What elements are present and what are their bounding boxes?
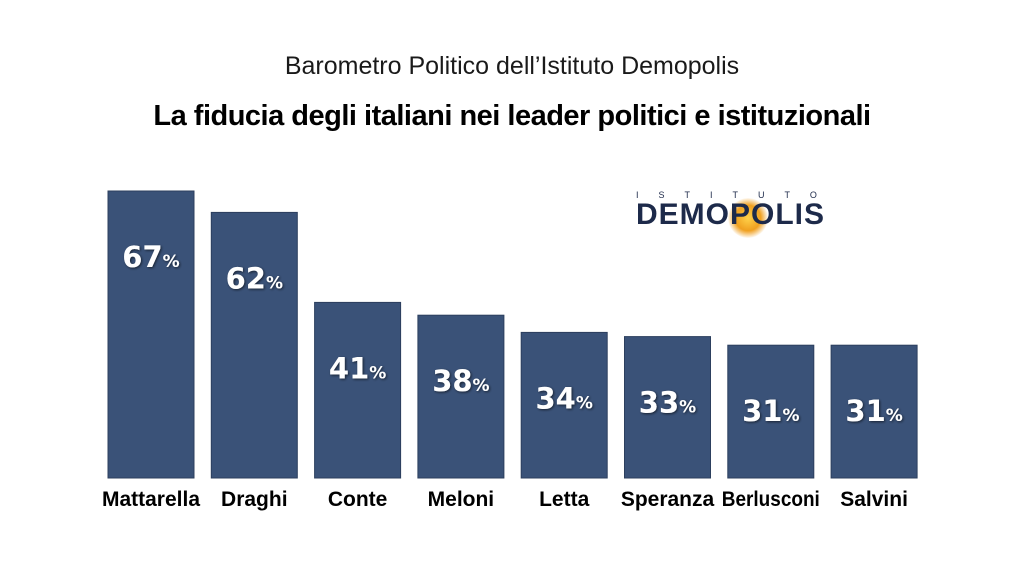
chart-subtitle: Barometro Politico dell’Istituto Demopol… — [284, 52, 740, 80]
bar-conte — [314, 301, 402, 479]
data-label-conte: 41% — [329, 351, 386, 385]
category-label-draghi: Draghi — [221, 488, 288, 511]
bar-mattarella — [107, 190, 195, 479]
bar-letta — [520, 331, 608, 479]
data-label-letta: 34% — [535, 381, 592, 415]
bar-speranza — [624, 336, 711, 479]
category-label-meloni: Meloni — [428, 488, 495, 511]
bar-berlusconi — [727, 344, 815, 479]
data-label-draghi: 62% — [226, 261, 283, 295]
data-label-berlusconi: 31% — [742, 394, 799, 428]
logo-top-text: ISTITUTO — [636, 190, 837, 200]
bar-salvini — [830, 344, 918, 479]
data-label-salvini: 31% — [845, 394, 902, 428]
chart-title: La fiducia degli italiani nei leader pol… — [153, 100, 871, 132]
data-label-mattarella: 67% — [122, 240, 179, 274]
category-label-conte: Conte — [328, 488, 388, 511]
demopolis-logo: ISTITUTO DEMOPOLIS — [636, 190, 880, 238]
data-label-speranza: 33% — [639, 386, 696, 420]
category-label-speranza: Speranza — [621, 488, 715, 511]
category-label-berlusconi: Berlusconi — [722, 488, 820, 511]
logo-main-text: DEMOPOLIS — [636, 198, 826, 231]
logo-glow-icon — [728, 198, 768, 238]
bar-meloni — [417, 314, 505, 479]
category-label-mattarella: Mattarella — [102, 488, 200, 511]
data-label-meloni: 38% — [432, 364, 489, 398]
category-label-letta: Letta — [539, 488, 589, 511]
bar-draghi — [210, 211, 298, 479]
category-label-salvini: Salvini — [840, 488, 908, 511]
